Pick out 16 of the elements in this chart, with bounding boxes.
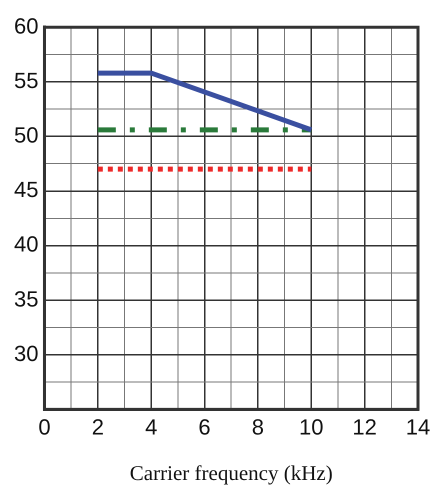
y-tick-label: 40: [14, 232, 38, 257]
y-tick-label: 50: [14, 122, 38, 148]
y-tick-label: 35: [14, 286, 38, 312]
x-tick-label: 2: [92, 414, 104, 440]
x-tick-label: 6: [198, 414, 211, 440]
x-tick-label: 0: [38, 414, 51, 440]
x-tick-label: 10: [299, 414, 324, 440]
y-tick-label: 30: [14, 340, 38, 366]
x-tick-label: 14: [406, 414, 430, 440]
y-tick-label: 45: [14, 177, 38, 202]
x-tick-label: 12: [352, 414, 377, 440]
x-axis-title: Carrier frequency (kHz): [130, 460, 333, 485]
y-tick-label: 60: [14, 13, 38, 38]
y-tick-label: 55: [14, 68, 38, 93]
x-tick-label: 8: [252, 414, 264, 440]
x-tick-label: 4: [145, 414, 158, 440]
